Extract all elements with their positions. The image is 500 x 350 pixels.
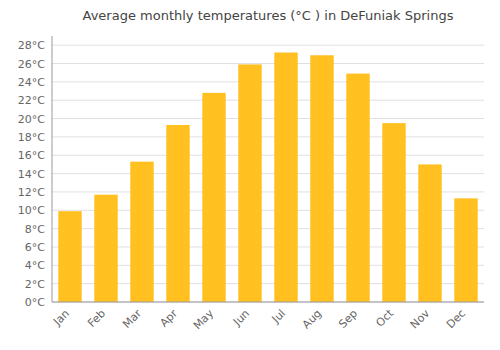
bar	[130, 162, 153, 302]
grid-line	[52, 302, 484, 303]
bar	[238, 64, 261, 302]
bar	[310, 55, 333, 302]
y-tick-label: 26°C	[18, 58, 45, 71]
grid-line	[52, 136, 484, 137]
y-tick-label: 22°C	[18, 94, 45, 107]
x-tick-label: Jun	[230, 307, 252, 329]
bar	[454, 198, 477, 302]
x-tick-label: Dec	[444, 307, 468, 331]
grid-line	[52, 155, 484, 156]
y-tick-label: 6°C	[25, 241, 45, 254]
chart: Average monthly temperatures (°C ) in De…	[0, 0, 500, 350]
grid-line	[52, 63, 484, 64]
y-tick-label: 16°C	[18, 149, 45, 162]
x-tick-label: Aug	[300, 307, 324, 331]
x-tick-label: Jul	[269, 307, 288, 326]
y-tick-label: 0°C	[25, 296, 45, 309]
bar	[94, 195, 117, 302]
grid-line	[52, 45, 484, 46]
bar	[418, 164, 441, 302]
bars	[58, 53, 477, 302]
y-tick-label: 20°C	[18, 113, 45, 126]
bar	[274, 53, 297, 302]
x-axis-line	[52, 302, 484, 303]
y-tick-label: 24°C	[18, 76, 45, 89]
page: {"chart_data": {"type": "bar", "title": …	[0, 0, 500, 350]
y-tick-label: 10°C	[18, 204, 45, 217]
x-tick-label: Sep	[336, 307, 360, 331]
y-tick-label: 4°C	[25, 259, 45, 272]
x-tick-label: Apr	[157, 307, 180, 330]
y-tick-label: 28°C	[18, 39, 45, 52]
grid-line	[52, 118, 484, 119]
y-axis-line	[52, 36, 53, 302]
x-tick-label: May	[191, 307, 217, 333]
bar	[58, 211, 81, 302]
bar	[166, 125, 189, 302]
y-tick-label: 2°C	[25, 278, 45, 291]
x-tick-label: Jan	[50, 307, 72, 329]
grid	[52, 45, 484, 302]
y-tick-label: 18°C	[18, 131, 45, 144]
y-tick-label: 12°C	[18, 186, 45, 199]
bar	[346, 74, 369, 302]
x-tick-label: Mar	[120, 307, 144, 331]
x-tick-label: Feb	[85, 307, 108, 330]
bar	[382, 123, 405, 302]
grid-line	[52, 81, 484, 82]
title: Average monthly temperatures (°C ) in De…	[83, 8, 454, 23]
y-tick-label: 8°C	[25, 223, 45, 236]
x-tick-label: Nov	[408, 307, 433, 332]
bar	[202, 93, 225, 302]
x-tick-label: Oct	[373, 306, 396, 329]
grid-line	[52, 100, 484, 101]
y-tick-label: 14°C	[18, 168, 45, 181]
